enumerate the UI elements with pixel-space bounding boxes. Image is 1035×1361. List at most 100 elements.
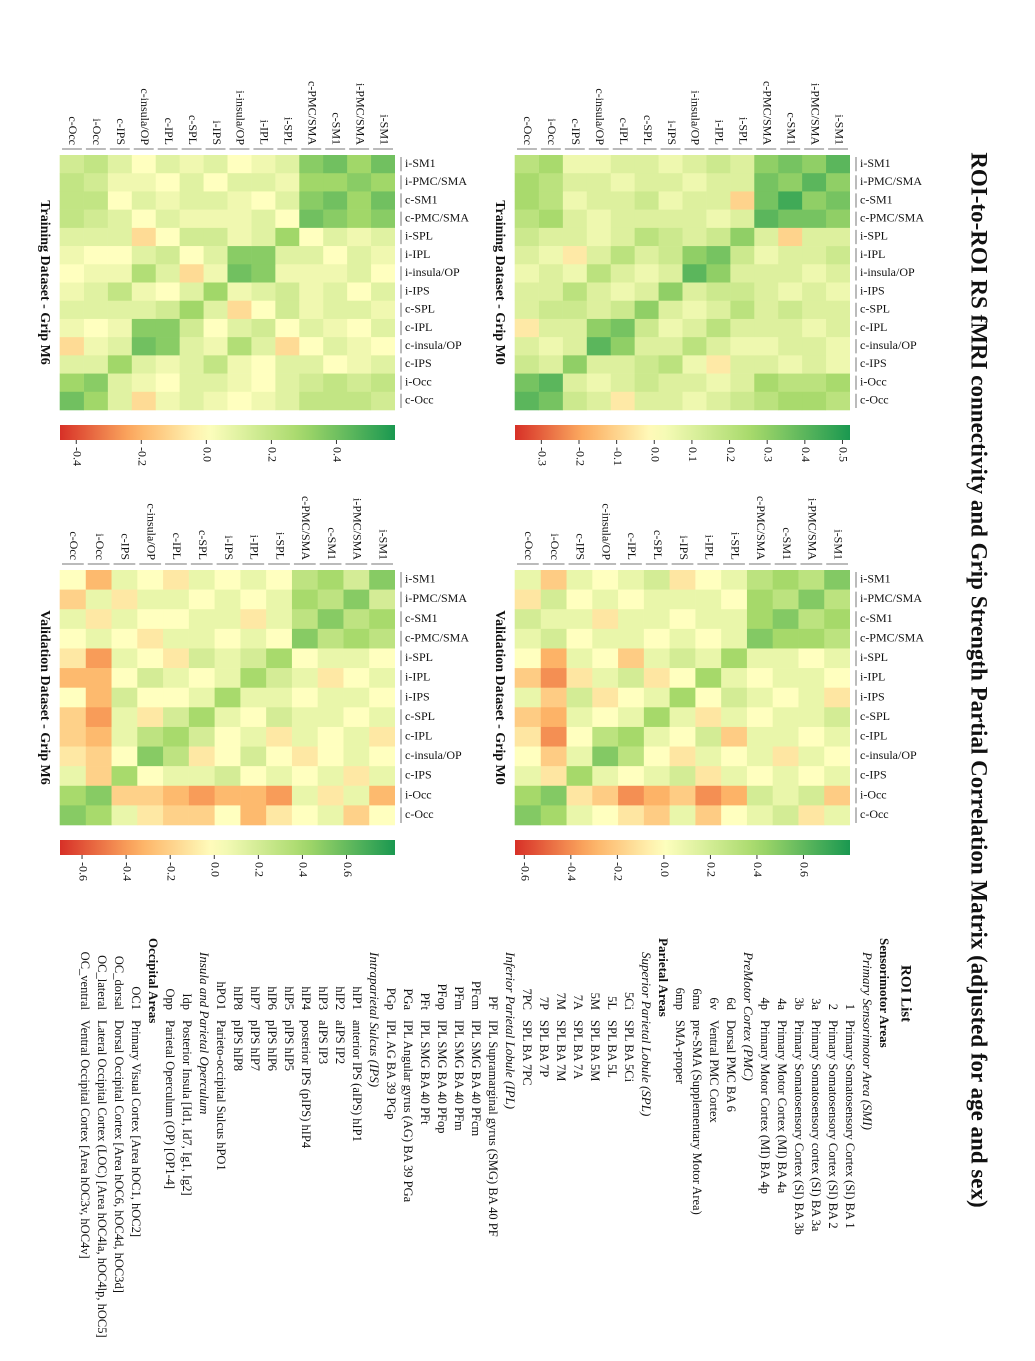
heatmap-cell [823,609,850,630]
heatmap-cell [823,766,850,787]
heatmap-cell [240,570,267,590]
heatmap-cell [514,589,541,610]
heatmap-cell [777,155,803,174]
heatmap-cell [227,191,252,210]
roi-code: OC_ventral [78,952,92,1011]
heatmap-cell [643,805,670,826]
heatmap-cell [179,173,204,192]
heatmap-cell [227,391,252,411]
heatmap-cell [772,726,799,747]
heatmap-cell [179,373,204,393]
heatmap-cell [730,264,755,283]
heatmap-cell [59,785,86,806]
heatmap-cell [83,264,108,283]
column-label: i-IPS [405,283,430,297]
heatmap-cell [370,155,395,174]
row-label: c-PMC/SMA [761,81,775,145]
row-label: c-Occ [67,531,81,560]
heatmap-cell [59,707,86,728]
row-label: i-PMC/SMA [808,83,822,145]
row-label: c-IPS [574,533,588,560]
heatmap-cell [343,628,370,649]
heatmap-cell [214,687,241,708]
colorbar-tick-label: 0.5 [837,447,851,462]
roi-code: 3b [792,998,806,1011]
roi-code: 4a [775,998,789,1010]
heatmap-cell [188,766,215,787]
heatmap-cell [592,805,619,826]
heatmap-cell [162,746,189,767]
colorbar-tick-label: 0.4 [331,447,345,462]
roi-description: Primary Visual Cortex [Area hOC1, hOC2] [129,1020,143,1237]
heatmap-cell [111,668,138,688]
heatmap-cell [538,209,563,229]
heatmap-cell [706,337,731,356]
roi-code: 6mp [673,988,687,1010]
heatmap-cell [370,282,395,302]
heatmap-cell [777,209,803,229]
heatmap-cell [291,766,318,787]
heatmap-cell [695,746,722,767]
heatmap-cell [825,173,850,192]
heatmap-cell [753,209,779,229]
heatmap-cell [251,246,276,265]
row-label: i-SPL [282,117,296,145]
heatmap-cell [111,726,138,747]
column-label: i-insula/OP [860,265,915,279]
heatmap-cell [346,173,372,192]
roi-description: IPL SMG BA 40 PFt [418,1020,432,1125]
heatmap-cell [368,628,395,649]
heatmap-cell [825,318,850,338]
heatmap-cell [825,300,850,320]
heatmap-cell [298,191,324,210]
heatmap-cell [514,648,541,669]
heatmap-cell [111,648,138,669]
heatmap-cell [137,785,164,806]
heatmap-cell [370,391,395,411]
heatmap-cell [720,805,747,826]
heatmap-cell [111,628,138,649]
heatmap-cell [111,785,138,806]
heatmap-cell [227,227,252,247]
heatmap-cell [825,337,850,356]
heatmap-cell [368,766,395,787]
roi-description: Parietal Operculum (OP) [OP1-4] [163,1020,177,1189]
heatmap-cell [669,687,696,708]
heatmap-cell [801,209,827,229]
heatmap-cell [746,766,773,787]
heatmap-cell [155,155,180,174]
roi-code: Opp [163,988,177,1010]
colorbar-tick-label: -0.6 [519,862,533,881]
heatmap-cell [586,191,611,210]
heatmap-cell [562,282,587,302]
heatmap-cell [777,173,803,192]
heatmap-cell [801,318,827,338]
heatmap-cell [251,373,276,393]
column-label: i-insula/OP [405,265,460,279]
column-label: c-IPS [860,768,887,782]
heatmap-cell [298,173,324,192]
heatmap-cell [566,648,593,669]
heatmap-cell [85,589,112,610]
row-label: i-IPL [258,120,272,145]
heatmap-cell [538,300,563,320]
heatmap-cell [695,668,722,688]
heatmap-cell [251,209,276,229]
column-label: c-PMC/SMA [405,630,469,644]
heatmap-cell [179,300,204,320]
heatmap-cell [586,300,611,320]
colorbar-tick-label: 0.3 [761,447,775,462]
heatmap-cell [538,173,563,192]
heatmap-cell [368,609,395,630]
heatmap-cell [368,687,395,708]
heatmap-cell [514,785,541,806]
heatmap-cell [562,337,587,356]
panel-title: Training Dataset - Grip M0 [492,200,507,365]
roi-description: IPL Angular gyrus (AG) BA 39 PGa [401,1020,415,1203]
heatmap-cell [59,227,84,247]
heatmap-cell [720,766,747,787]
row-label: c-insula/OP [138,88,152,145]
heatmap-cell [59,609,86,630]
heatmap-cell [825,227,850,247]
roi-description: Primary Motor Cortex (MI) BA 4a [775,1020,789,1194]
